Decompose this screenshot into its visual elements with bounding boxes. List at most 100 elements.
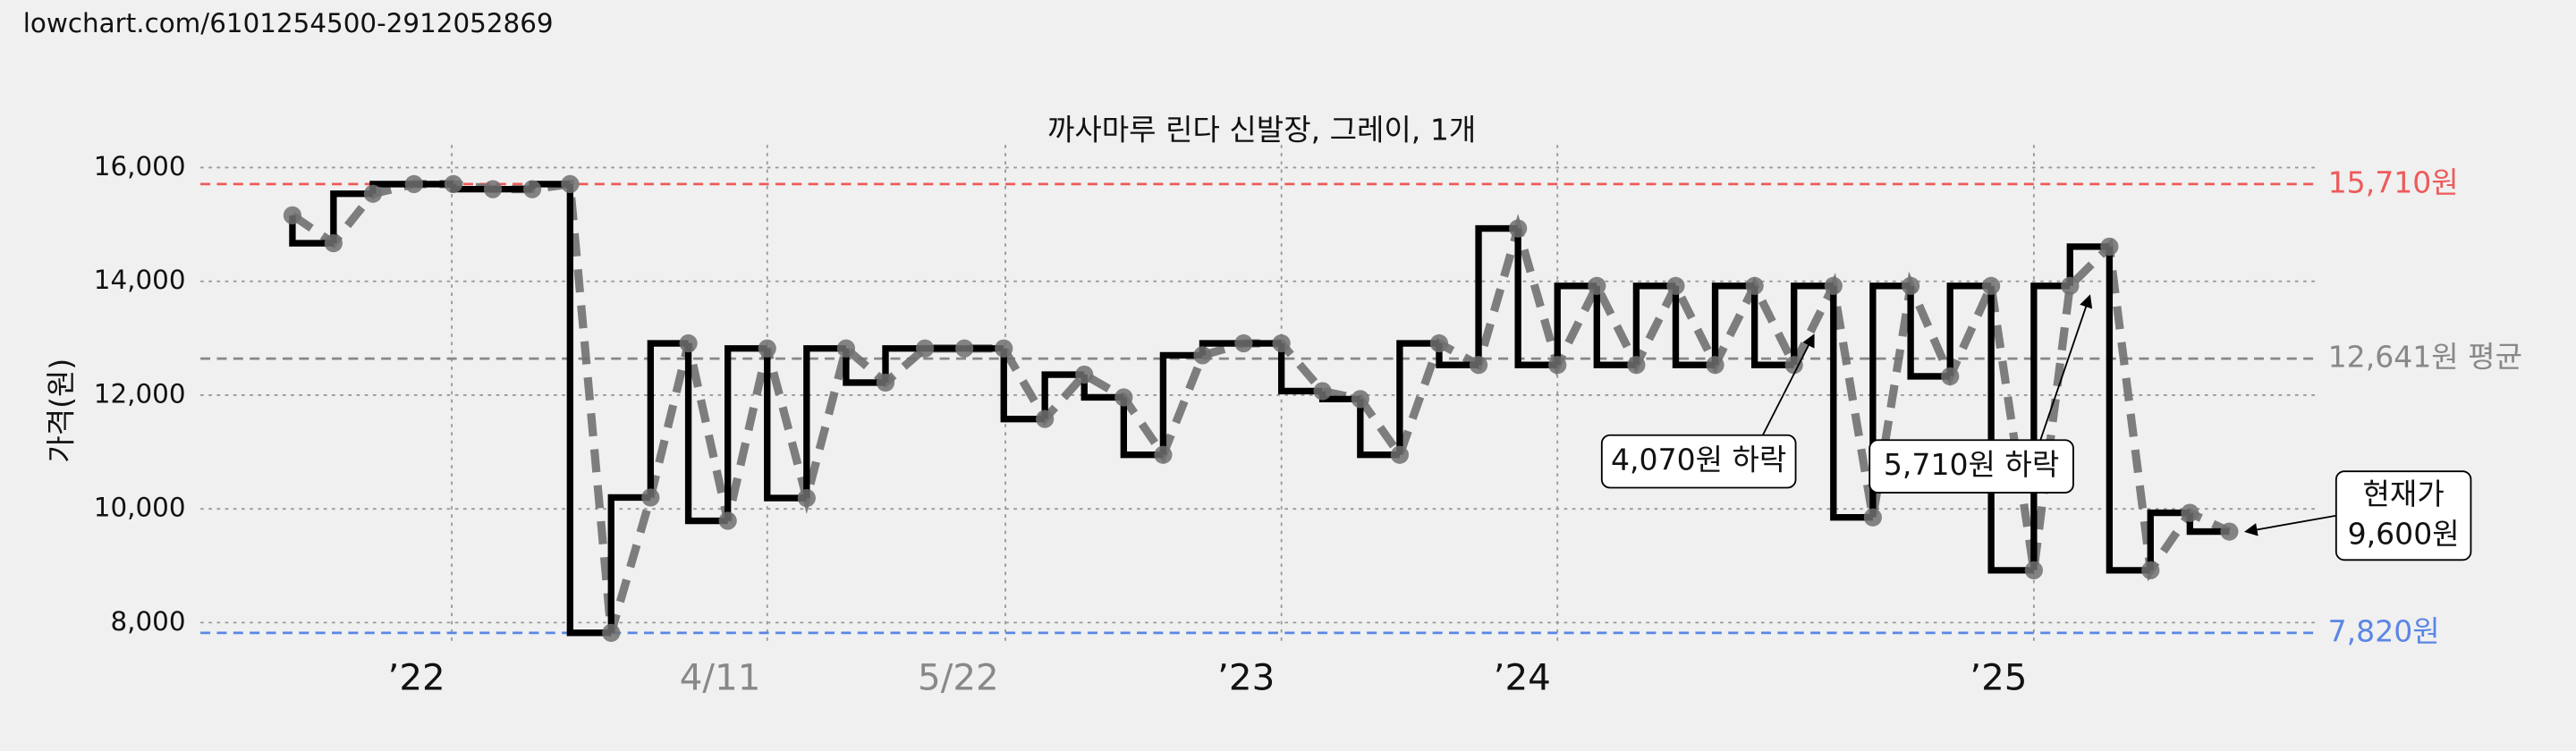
price-point	[404, 174, 423, 194]
y-axis-label: 가격(원)	[43, 359, 78, 463]
price-step	[1946, 283, 1992, 376]
price-step	[1750, 285, 1794, 368]
price-step	[1632, 283, 1676, 366]
price-step	[289, 215, 334, 247]
y-tick-label: 12,000	[94, 378, 186, 409]
y-tick-label: 10,000	[94, 493, 186, 523]
price-point	[1982, 276, 2001, 295]
price-point	[1313, 382, 1332, 401]
price-point	[836, 339, 856, 358]
price-point	[1469, 356, 1488, 375]
price-point	[444, 174, 463, 194]
price-point	[2024, 561, 2043, 579]
price-point	[797, 488, 816, 508]
price-point	[1272, 333, 1291, 353]
price-point	[1351, 390, 1369, 409]
price-point	[2220, 522, 2239, 541]
price-step	[1396, 340, 1439, 455]
price-point	[1824, 276, 1843, 295]
annotation-box	[1600, 434, 1797, 489]
price-point	[1548, 356, 1567, 375]
price-step	[1120, 397, 1164, 459]
price-point	[1784, 356, 1803, 375]
price-step	[764, 348, 807, 502]
price-step	[1593, 285, 1637, 368]
y-tick-label: 14,000	[94, 265, 186, 295]
price-point	[1666, 276, 1685, 295]
price-point	[2181, 503, 2199, 522]
price-point	[561, 174, 580, 194]
price-step	[1830, 285, 1873, 521]
price-step	[1475, 224, 1519, 366]
price-point	[876, 373, 895, 392]
chart-title: 까사마루 린다 신발장, 그레이, 1개	[1047, 112, 1476, 147]
reference-label: 12,641원 평균	[2328, 340, 2522, 375]
reference-label: 7,820원	[2328, 613, 2440, 648]
price-point	[1941, 367, 1960, 386]
price-step	[1672, 285, 1716, 368]
price-point	[1154, 445, 1173, 464]
price-point	[283, 206, 302, 224]
price-step	[803, 345, 846, 499]
annotation-text: 5,710원 하락	[1884, 447, 2059, 482]
price-step	[1907, 285, 1951, 380]
price-point	[758, 339, 776, 358]
price-step	[1041, 371, 1085, 419]
annotation-text: 9,600원	[2348, 516, 2460, 551]
price-step	[1357, 399, 1400, 459]
price-step	[1987, 285, 2034, 574]
source-url: lowchart.com/6101254500-2912052869	[23, 8, 554, 38]
price-point	[1863, 508, 1882, 527]
x-tick-label: ’23	[1217, 655, 1275, 698]
price-step	[2106, 246, 2151, 574]
price-point	[602, 623, 621, 642]
price-point	[1588, 276, 1606, 295]
price-step	[647, 340, 689, 498]
price-step	[330, 190, 373, 244]
x-tick-label: 4/11	[680, 655, 761, 698]
annotation-text: 4,070원 하락	[1611, 443, 1786, 477]
price-point	[2100, 237, 2119, 256]
price-point	[1902, 276, 1920, 295]
price-point	[523, 180, 542, 198]
price-point	[1114, 388, 1133, 407]
annotation-box	[1868, 439, 2074, 494]
price-point	[1627, 356, 1646, 375]
price-point	[995, 339, 1013, 358]
price-step	[1711, 283, 1755, 366]
price-point	[955, 339, 974, 358]
annotation-box	[2334, 470, 2472, 561]
price-step	[566, 183, 612, 637]
price-step	[1159, 351, 1203, 455]
price-point	[2061, 276, 2080, 295]
price-step	[1277, 343, 1323, 395]
price-point	[1193, 346, 1212, 365]
price-point	[679, 333, 698, 353]
price-point	[1745, 276, 1764, 295]
price-step	[2066, 243, 2110, 286]
trend-line	[290, 179, 2232, 635]
reference-label: 15,710원	[2328, 165, 2459, 199]
price-step	[607, 494, 651, 633]
price-point	[915, 339, 935, 358]
x-tick-label: 5/22	[918, 655, 999, 698]
price-point	[1075, 365, 1094, 384]
price-step	[1869, 283, 1911, 518]
price-step	[724, 345, 767, 521]
annotation-arrow	[2244, 514, 2336, 536]
price-point	[363, 184, 383, 203]
annotation-text: 현재가	[2363, 477, 2445, 511]
price-point	[641, 488, 660, 507]
price-point	[1706, 356, 1724, 375]
x-tick-label: ’22	[388, 655, 445, 698]
x-tick-label: ’25	[1970, 655, 2027, 698]
y-tick-label: 16,000	[94, 151, 186, 181]
y-tick-label: 8,000	[110, 606, 185, 637]
price-point	[1509, 219, 1528, 238]
price-point	[1234, 333, 1253, 353]
price-point	[2141, 561, 2160, 579]
price-step	[684, 343, 728, 525]
x-tick-label: ’24	[1494, 655, 1551, 698]
